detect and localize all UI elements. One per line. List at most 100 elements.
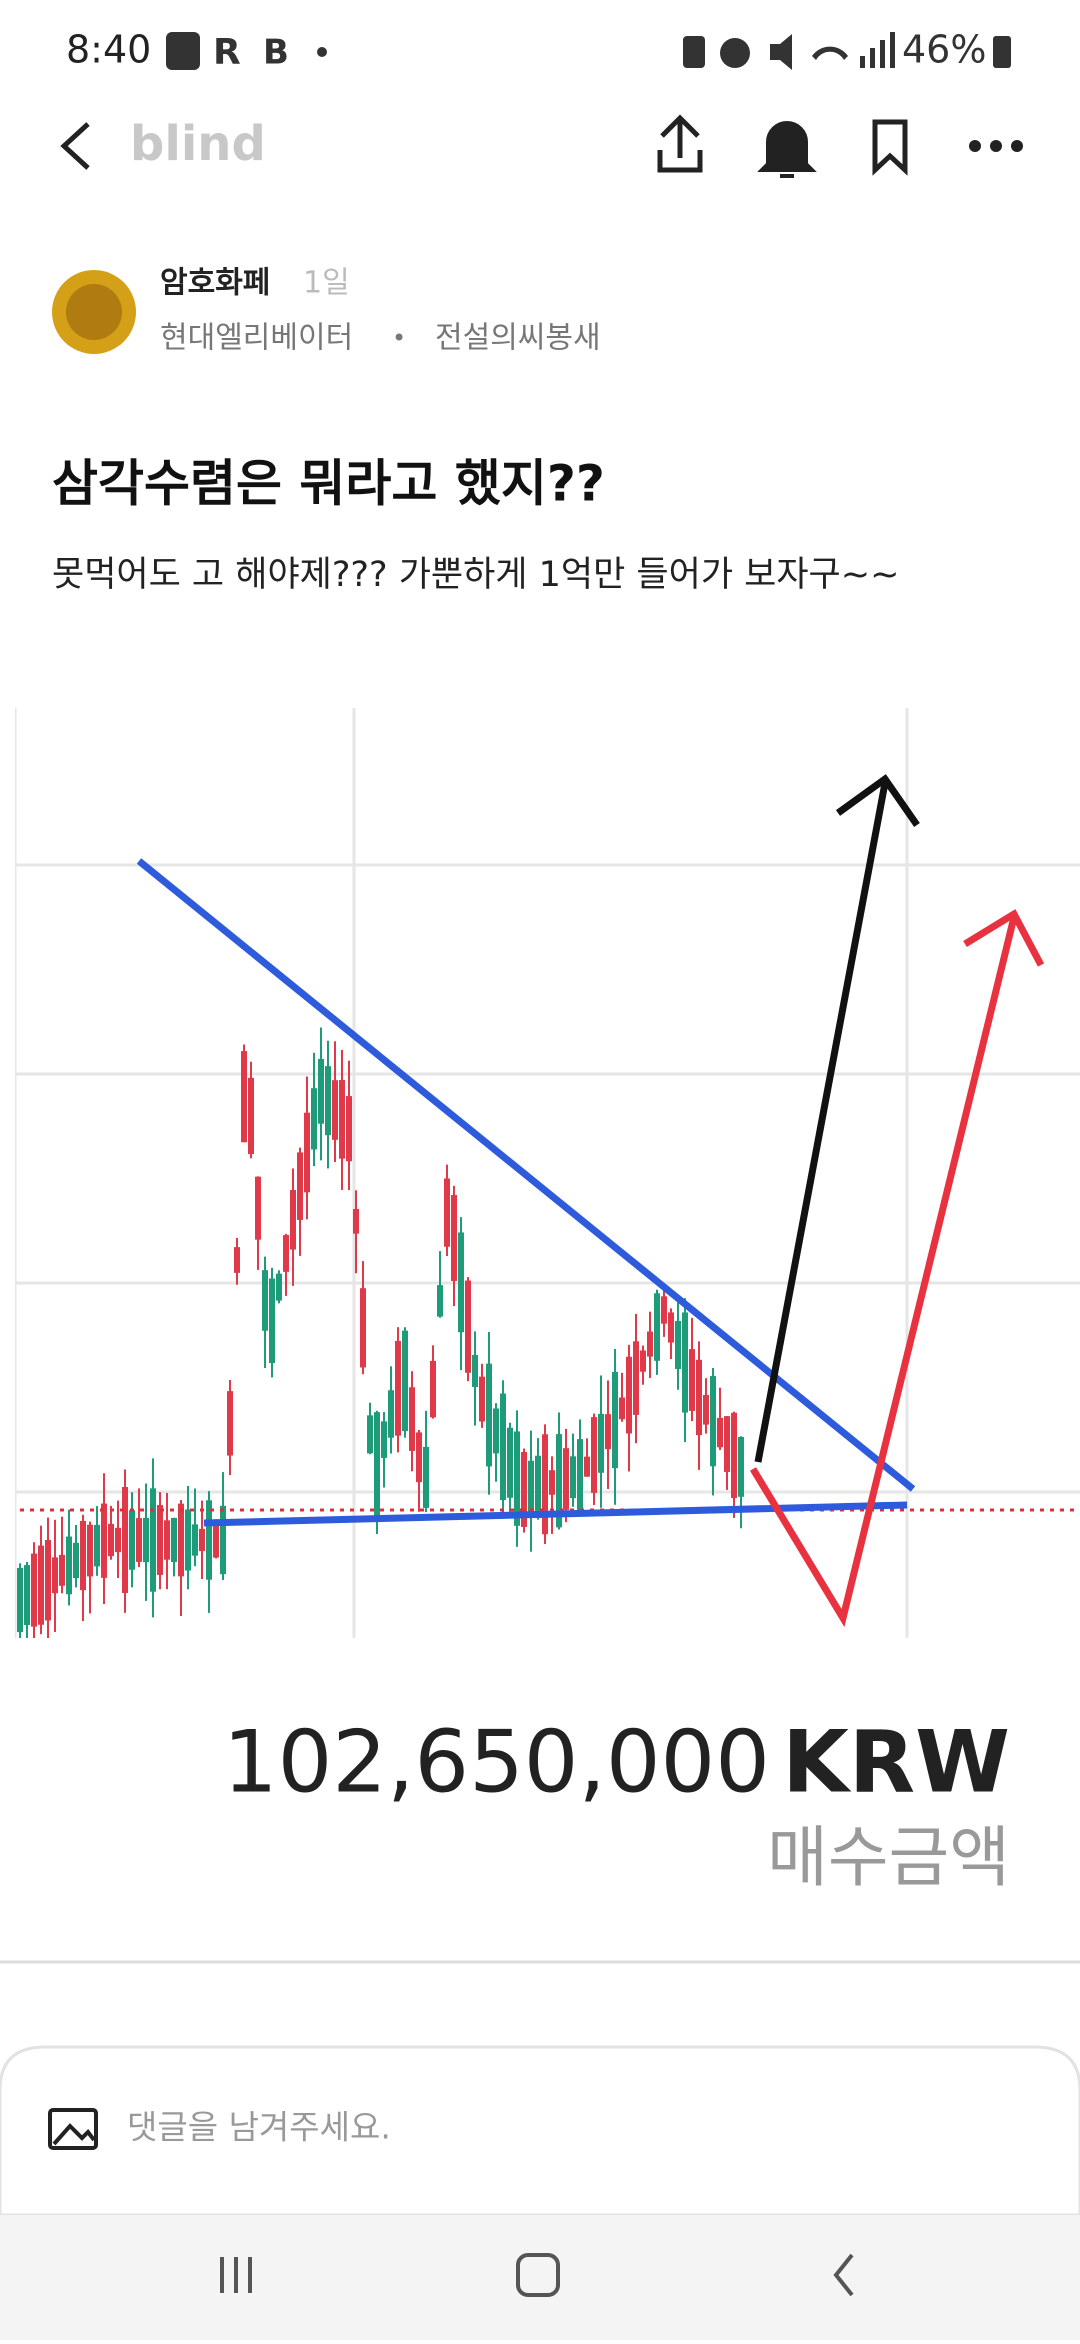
candle-body xyxy=(157,1505,163,1575)
candle-body xyxy=(381,1421,387,1458)
candle-body xyxy=(402,1330,408,1432)
candle-body xyxy=(682,1312,688,1413)
candle-body xyxy=(122,1487,128,1593)
candle-body xyxy=(731,1412,737,1499)
candle-body xyxy=(59,1554,65,1586)
back-button[interactable] xyxy=(60,122,90,170)
candle-body xyxy=(542,1434,548,1535)
candle-body xyxy=(619,1397,625,1420)
candle-body xyxy=(45,1539,51,1621)
support-line xyxy=(203,1501,908,1527)
candle-body xyxy=(472,1354,478,1388)
candle-body xyxy=(577,1439,583,1512)
candle-body xyxy=(304,1112,310,1193)
candle-body xyxy=(164,1520,170,1560)
resistance-line xyxy=(136,858,916,1492)
candle-body xyxy=(52,1557,58,1594)
candle-body xyxy=(248,1077,254,1154)
candle-body xyxy=(388,1390,394,1438)
candle-body xyxy=(591,1417,597,1493)
candle-body xyxy=(633,1341,639,1415)
candle-body xyxy=(73,1542,79,1579)
bookmark-button[interactable] xyxy=(872,119,908,176)
candle-body xyxy=(185,1509,191,1571)
candle-body xyxy=(66,1536,72,1595)
status-time: 8:40 xyxy=(66,28,151,72)
avatar-coin xyxy=(66,284,122,340)
candle-body xyxy=(17,1567,23,1633)
candle-body xyxy=(647,1331,653,1357)
notification-button[interactable] xyxy=(757,121,817,178)
author-name[interactable]: 암호화페 xyxy=(160,266,270,301)
candle-body xyxy=(738,1436,744,1497)
candle-body xyxy=(640,1350,646,1372)
candle-body xyxy=(437,1285,443,1317)
candle-body xyxy=(38,1545,44,1625)
candle-body xyxy=(199,1528,205,1552)
author-nickname: 전설의씨봉새 xyxy=(435,321,601,356)
candle-body xyxy=(346,1096,352,1162)
candle-body xyxy=(227,1391,233,1456)
candle-body xyxy=(311,1088,317,1150)
battery-icon xyxy=(993,36,1011,68)
candle-body xyxy=(703,1394,709,1425)
candle-body xyxy=(724,1416,730,1472)
candle-body xyxy=(255,1176,261,1240)
candle-body xyxy=(717,1417,723,1448)
candle-body xyxy=(444,1178,450,1247)
candle-body xyxy=(241,1051,247,1143)
candle-body xyxy=(689,1349,695,1411)
post-image[interactable] xyxy=(0,708,1080,1660)
candle-body xyxy=(325,1066,331,1136)
post-body: 못먹어도 고 해야제??? 가뿐하게 1억만 들어가 보자구~~ xyxy=(52,555,899,595)
candle-body xyxy=(661,1296,667,1324)
nav-back[interactable] xyxy=(833,2253,854,2297)
nav-home[interactable] xyxy=(516,2253,560,2297)
candle-body xyxy=(626,1356,632,1434)
candle-body xyxy=(605,1414,611,1450)
candle-body xyxy=(549,1470,555,1495)
image-currency: KRW xyxy=(782,1712,1010,1812)
share-button[interactable] xyxy=(657,114,703,173)
status-app-icon xyxy=(166,32,200,70)
candle-body xyxy=(115,1527,121,1553)
candle-body xyxy=(129,1510,135,1570)
more-button[interactable] xyxy=(969,140,1023,152)
candle-body xyxy=(395,1340,401,1436)
candle-body xyxy=(710,1376,716,1467)
candle-body xyxy=(430,1360,436,1418)
candle-body xyxy=(262,1270,268,1331)
candle-body xyxy=(318,1058,324,1124)
dip-arrow xyxy=(750,909,1045,1628)
candle-body xyxy=(206,1500,212,1580)
status-app-r: R xyxy=(213,32,241,73)
status-icons xyxy=(683,32,895,70)
status-app-b: B xyxy=(263,33,289,73)
candle-body xyxy=(332,1080,338,1140)
nav-recents[interactable] xyxy=(220,2257,252,2293)
candle-body xyxy=(584,1456,590,1477)
candle-body xyxy=(570,1456,576,1499)
candle-body xyxy=(150,1488,156,1592)
candle-body xyxy=(108,1523,114,1557)
comment-placeholder[interactable]: 댓글을 남겨주세요. xyxy=(127,2108,391,2147)
candle-body xyxy=(458,1232,464,1333)
post-title: 삼각수렴은 뭐라고 했지?? xyxy=(52,455,605,513)
status-battery: 46% xyxy=(902,28,986,72)
candle-body xyxy=(486,1363,492,1467)
candle-body xyxy=(367,1415,373,1454)
candle-body xyxy=(479,1376,485,1422)
candle-body xyxy=(675,1320,681,1370)
candles xyxy=(17,1027,744,1638)
candle-body xyxy=(94,1524,100,1567)
candle-body xyxy=(339,1079,345,1159)
candle-body xyxy=(80,1520,86,1591)
image-attach-button[interactable] xyxy=(48,2108,98,2150)
candle-body xyxy=(612,1371,618,1469)
candle-body xyxy=(31,1553,37,1627)
candle-body xyxy=(696,1359,702,1436)
candle-body xyxy=(24,1565,30,1626)
candle-body xyxy=(213,1522,219,1558)
candle-body xyxy=(556,1434,562,1528)
